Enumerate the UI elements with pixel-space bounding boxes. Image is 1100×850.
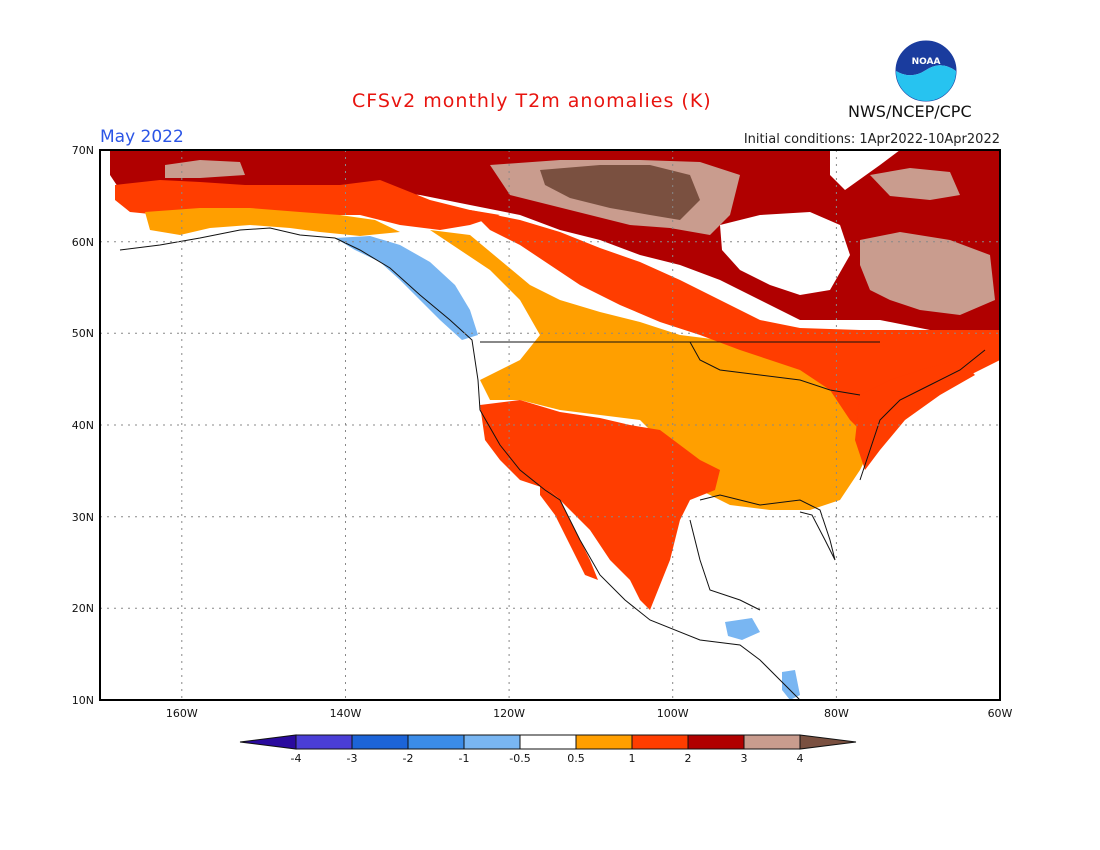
lon-label: 160W	[166, 707, 198, 720]
legend-swatch	[463, 734, 521, 750]
lat-label: 30N	[72, 511, 94, 524]
anomaly-region-red-orange-baja	[540, 480, 598, 580]
lat-label: 60N	[72, 236, 94, 249]
anomaly-region-red-orange-alaska	[115, 180, 500, 230]
legend-swatch	[519, 734, 577, 750]
legend-swatch	[351, 734, 409, 750]
legend-label: -4	[291, 752, 302, 765]
anomaly-region-blue-central-america	[725, 618, 760, 640]
lat-label: 70N	[72, 144, 94, 157]
longitude-labels: 160W 140W 120W 100W 80W 60W	[166, 707, 1013, 720]
map-frame	[99, 149, 1001, 701]
color-legend: -4 -3 -2 -1 -0.5 0.5 1 2 3 4	[239, 734, 857, 765]
anomaly-region-tan-alaska	[165, 160, 245, 178]
anomaly-region-red-orange-northeast	[855, 360, 975, 470]
lat-label: 10N	[72, 694, 94, 707]
anomaly-region-white-greenland	[830, 150, 900, 190]
legend-label: 0.5	[567, 752, 585, 765]
lon-label: 140W	[330, 707, 362, 720]
legend-label: -2	[403, 752, 414, 765]
legend-label: -3	[347, 752, 358, 765]
logo-text: NOAA	[912, 57, 941, 67]
anomaly-region-red-orange-canada	[470, 210, 1000, 440]
legend-arrow-left	[239, 734, 297, 750]
graticule	[100, 150, 1000, 700]
page-title: CFSv2 monthly T2m anomalies (K)	[352, 90, 712, 112]
legend-label: 4	[797, 752, 804, 765]
legend-swatch	[295, 734, 353, 750]
anomaly-region-blue-nicaragua	[782, 670, 800, 700]
legend-label: 2	[685, 752, 692, 765]
legend-label: -0.5	[509, 752, 530, 765]
anomaly-region-tan-labrador	[860, 232, 995, 315]
lat-label: 20N	[72, 602, 94, 615]
anomaly-region-red-orange-southwest	[480, 400, 720, 610]
lat-label: 50N	[72, 327, 94, 340]
anomaly-region-tan-baffin	[870, 168, 960, 200]
anomaly-region-orange-alaska	[145, 208, 400, 236]
legend-arrow-right	[799, 734, 857, 750]
forecast-month: May 2022	[100, 127, 184, 147]
legend-swatch	[575, 734, 633, 750]
lon-label: 120W	[493, 707, 525, 720]
latitude-labels: 70N 60N 50N 40N 30N 20N 10N	[72, 144, 94, 707]
anomaly-region-white-hudson	[720, 212, 850, 295]
noaa-logo-icon: NOAA	[895, 40, 957, 102]
lon-label: 100W	[657, 707, 689, 720]
legend-label: -1	[459, 752, 470, 765]
initial-conditions: Initial conditions: 1Apr2022-10Apr2022	[743, 132, 1000, 147]
coastlines	[119, 227, 986, 700]
legend-swatch	[687, 734, 745, 750]
lat-label: 40N	[72, 419, 94, 432]
lon-label: 80W	[824, 707, 849, 720]
legend-swatch	[631, 734, 689, 750]
legend-label: 1	[629, 752, 636, 765]
legend-swatch	[407, 734, 465, 750]
legend-swatch	[743, 734, 801, 750]
agency-label: NWS/NCEP/CPC	[848, 102, 972, 121]
legend-label: 3	[741, 752, 748, 765]
lon-label: 60W	[988, 707, 1013, 720]
anomaly-region-orange-west	[430, 230, 880, 510]
anomaly-region-brown-arctic	[540, 165, 700, 220]
